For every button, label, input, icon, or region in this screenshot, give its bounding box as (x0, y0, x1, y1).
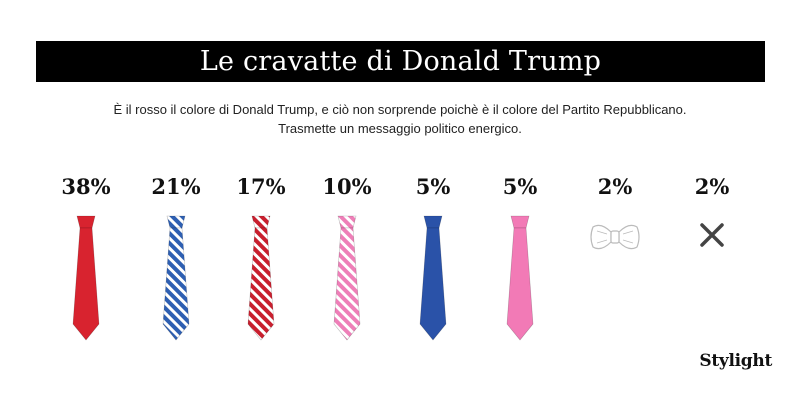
value-label: 2% (695, 174, 730, 199)
value-label: 5% (416, 174, 451, 199)
subtitle-line-1: È il rosso il colore di Donald Trump, e … (113, 102, 687, 117)
tie-column: 5% (416, 174, 451, 341)
tie-icon (162, 215, 190, 341)
tie-column: 38% (61, 174, 111, 341)
subtitle-line-2: Trasmette un messaggio politico energico… (278, 121, 522, 136)
tie-column: 5% (503, 174, 538, 341)
tie-icon (333, 215, 361, 341)
tie-column: 10% (322, 174, 372, 341)
page-title: Le cravatte di Donald Trump (199, 46, 602, 77)
no-tie-icon (700, 223, 724, 247)
tie-column: 17% (236, 174, 286, 341)
tie-icon (419, 215, 447, 341)
value-label: 10% (322, 174, 371, 199)
brand-logo: Stylight (699, 351, 772, 371)
tie-column: 2% (695, 174, 730, 247)
title-bar: Le cravatte di Donald Trump (36, 41, 765, 82)
tie-column: 2% (590, 174, 640, 250)
value-label: 5% (503, 174, 538, 199)
subtitle: È il rosso il colore di Donald Trump, e … (0, 100, 800, 138)
tie-chart: 38% 21% 17% 10% 5% 5% 2% 2% (61, 174, 730, 341)
bowtie-icon (590, 224, 640, 250)
value-label: 38% (61, 174, 110, 199)
value-label: 2% (598, 174, 633, 199)
tie-icon (72, 215, 100, 341)
tie-icon (506, 215, 534, 341)
tie-column: 21% (151, 174, 201, 341)
tie-icon (247, 215, 275, 341)
value-label: 21% (151, 174, 200, 199)
value-label: 17% (236, 174, 285, 199)
